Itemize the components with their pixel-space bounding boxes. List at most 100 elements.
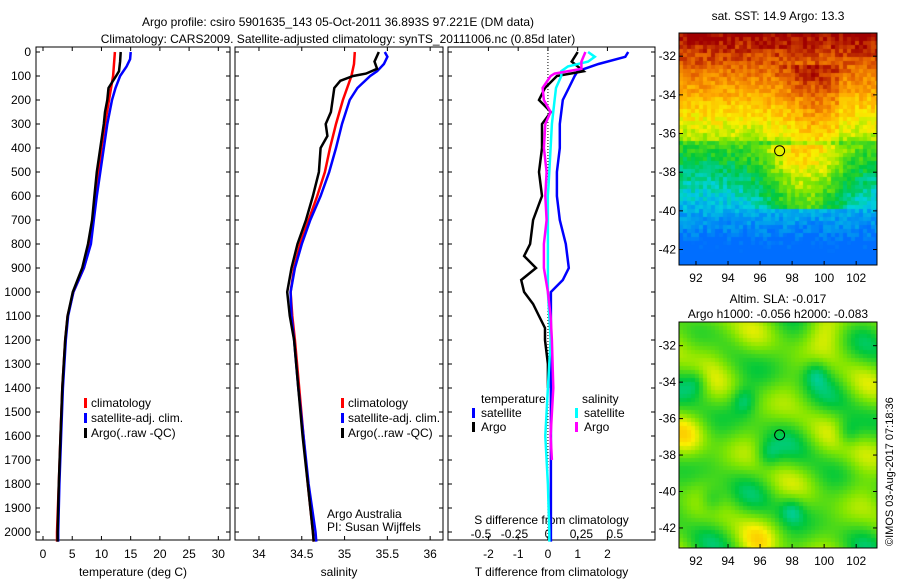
x-tick-label: 100 bbox=[814, 271, 834, 285]
y-tick-label: 700 bbox=[11, 213, 31, 227]
y-tick-label: 1100 bbox=[5, 309, 31, 323]
x-tick-label: 100 bbox=[814, 554, 834, 568]
argo-location-marker bbox=[774, 429, 786, 441]
legend-label: satellite-adj. clim. bbox=[348, 411, 440, 425]
y-tick-label: -38 bbox=[659, 448, 677, 462]
y-tick-label: 800 bbox=[11, 237, 31, 251]
legend-label: Argo(..raw -QC) bbox=[348, 426, 433, 440]
y-tick-label: 100 bbox=[11, 69, 31, 83]
y-tick-label: 1600 bbox=[4, 429, 31, 443]
x-tick-label: 30 bbox=[212, 547, 226, 561]
x-tick-label: 34.5 bbox=[290, 547, 314, 561]
x-tick-label: 102 bbox=[846, 271, 866, 285]
series-s-satellite bbox=[544, 50, 597, 542]
title-line1: Argo profile: csiro 5901635_143 05-Oct-2… bbox=[142, 15, 534, 29]
x-tick-label: 34 bbox=[252, 547, 266, 561]
y-tick-label: 400 bbox=[11, 141, 31, 155]
x-tick-label: 25 bbox=[182, 547, 196, 561]
x-tick-label: 36 bbox=[423, 547, 437, 561]
y-tick-label: 300 bbox=[11, 117, 31, 131]
annotation-text: PI: Susan Wijffels bbox=[327, 520, 421, 534]
series-t-satellite bbox=[549, 51, 630, 542]
legend-label: Argo bbox=[584, 420, 610, 434]
s-tick-label: -0.25 bbox=[501, 527, 529, 541]
series-s-argo bbox=[541, 51, 587, 461]
x-tick-label: 15 bbox=[124, 547, 138, 561]
legend-label: climatology bbox=[348, 396, 408, 410]
series-satellite-adj-clim- bbox=[56, 51, 132, 542]
x-tick-label: -2 bbox=[483, 547, 494, 561]
sla-map-subtitle: Argo h1000: -0.056 h2000: -0.083 bbox=[688, 307, 868, 321]
y-tick-label: 900 bbox=[11, 261, 31, 275]
s-tick-label: 0.5 bbox=[607, 527, 624, 541]
sst-map-axes-box bbox=[678, 32, 878, 266]
legend-swatch bbox=[341, 428, 344, 438]
y-tick-label: -34 bbox=[659, 88, 677, 102]
x-tick-label: 92 bbox=[689, 271, 703, 285]
x-tick-label: 94 bbox=[721, 554, 735, 568]
x-tick-label: 35.5 bbox=[376, 547, 400, 561]
x-tick-label: 5 bbox=[69, 547, 76, 561]
x-tick-label: 1 bbox=[574, 547, 581, 561]
legend-label: satellite bbox=[584, 406, 625, 420]
x-tick-label: -1 bbox=[513, 547, 524, 561]
y-tick-label: 1000 bbox=[4, 285, 31, 299]
y-tick-label: -42 bbox=[659, 243, 677, 257]
sla-map-title: Altim. SLA: -0.017 bbox=[730, 292, 827, 306]
y-tick-label: -40 bbox=[659, 485, 677, 499]
legend-label: Argo bbox=[481, 420, 507, 434]
y-tick-label: 1400 bbox=[4, 381, 31, 395]
y-tick-label: 1700 bbox=[4, 453, 31, 467]
x-tick-label: 98 bbox=[785, 554, 799, 568]
x-tick-label: 102 bbox=[846, 554, 866, 568]
salinity-xlabel: salinity bbox=[321, 565, 358, 579]
x-tick-label: 94 bbox=[721, 271, 735, 285]
y-tick-label: 2000 bbox=[4, 525, 31, 539]
title-line2: Climatology: CARS2009. Satellite-adjuste… bbox=[101, 32, 575, 46]
y-tick-label: 600 bbox=[11, 189, 31, 203]
credit-text: ©IMOS 03-Aug-2017 07:18:36 bbox=[884, 397, 896, 546]
s-tick-label: 0.25 bbox=[570, 527, 594, 541]
y-tick-label: 500 bbox=[11, 165, 31, 179]
temperature-xlabel: temperature (deg C) bbox=[79, 565, 187, 579]
x-tick-label: 0 bbox=[40, 547, 47, 561]
legend-swatch bbox=[341, 398, 344, 408]
legend-swatch bbox=[84, 413, 87, 423]
y-tick-label: 1300 bbox=[4, 357, 31, 371]
y-tick-label: -36 bbox=[659, 127, 677, 141]
x-tick-label: 96 bbox=[753, 271, 767, 285]
series-t-argo bbox=[519, 51, 587, 388]
legend-label: Argo(..raw -QC) bbox=[91, 426, 176, 440]
x-tick-label: 10 bbox=[95, 547, 109, 561]
y-tick-label: 0 bbox=[24, 45, 31, 59]
y-tick-label: -32 bbox=[659, 49, 677, 63]
x-tick-label: 20 bbox=[153, 547, 167, 561]
y-tick-label: 1500 bbox=[4, 405, 31, 419]
y-tick-label: -40 bbox=[659, 204, 677, 218]
argo-location-marker bbox=[774, 145, 786, 157]
legend-swatch bbox=[575, 408, 578, 418]
x-tick-label: 92 bbox=[689, 554, 703, 568]
legend-swatch bbox=[84, 428, 87, 438]
legend-title-temperature: temperature bbox=[481, 392, 546, 406]
legend-title-salinity: salinity bbox=[582, 392, 619, 406]
x-tick-label: 35 bbox=[338, 547, 352, 561]
x-tick-label: 96 bbox=[753, 554, 767, 568]
annotation-text: Argo Australia bbox=[327, 507, 402, 521]
legend-swatch bbox=[472, 422, 475, 432]
legend-swatch bbox=[341, 413, 344, 423]
sla-map-axes-box bbox=[678, 321, 878, 549]
y-tick-label: -36 bbox=[659, 412, 677, 426]
sla-heatmap bbox=[679, 322, 877, 548]
series-argo-raw-qc- bbox=[285, 51, 380, 542]
legend-swatch bbox=[472, 408, 475, 418]
legend-swatch bbox=[575, 422, 578, 432]
sst-map-title: sat. SST: 14.9 Argo: 13.3 bbox=[712, 9, 845, 23]
salinity-axes-box bbox=[234, 46, 444, 541]
legend-swatch bbox=[84, 398, 87, 408]
s-tick-label: -0.5 bbox=[471, 527, 492, 541]
x-tick-label: 2 bbox=[604, 547, 611, 561]
legend-label: climatology bbox=[91, 396, 151, 410]
